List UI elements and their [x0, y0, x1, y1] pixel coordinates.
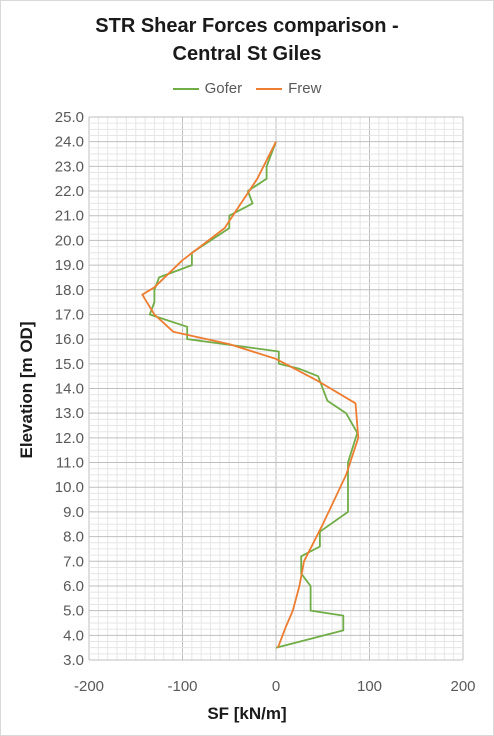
y-tick-label: 19.0 — [55, 257, 84, 274]
y-tick-label: 16.0 — [55, 331, 84, 348]
y-tick-label: 24.0 — [55, 134, 84, 151]
chart-legend: Gofer Frew — [0, 80, 494, 97]
y-tick-label: 23.0 — [55, 158, 84, 175]
legend-item-frew: Frew — [256, 80, 321, 97]
x-tick-label: 200 — [450, 678, 475, 695]
y-tick-label: 17.0 — [55, 306, 84, 323]
y-tick-label: 11.0 — [56, 455, 84, 472]
y-tick-label: 5.0 — [63, 603, 84, 620]
chart-title-line-1: STR Shear Forces comparison - — [95, 15, 399, 37]
x-tick-label: -200 — [74, 678, 104, 695]
y-tick-label: 13.0 — [55, 405, 84, 422]
y-tick-label: 25.0 — [55, 109, 84, 126]
y-tick-label: 7.0 — [63, 553, 84, 570]
chart-title: STR Shear Forces comparison - Central St… — [0, 12, 494, 68]
y-tick-label: 22.0 — [55, 183, 84, 200]
x-tick-label: 0 — [272, 678, 280, 695]
y-tick-label: 4.0 — [63, 627, 84, 644]
legend-label-frew: Frew — [288, 80, 322, 97]
y-tick-label: 3.0 — [63, 652, 84, 669]
legend-item-gofer: Gofer — [172, 80, 243, 97]
y-tick-label: 9.0 — [63, 504, 84, 521]
y-tick-label: 6.0 — [63, 578, 84, 595]
legend-label-gofer: Gofer — [204, 80, 243, 97]
y-tick-label: 21.0 — [55, 208, 84, 225]
x-tick-label: 100 — [357, 678, 382, 695]
legend-swatch-frew — [256, 87, 283, 90]
y-tick-label: 12.0 — [55, 430, 84, 447]
y-tick-label: 20.0 — [55, 232, 84, 249]
chart-title-line-2: Central St Giles — [172, 43, 322, 65]
series-line-frew — [141, 141, 360, 649]
x-tick-label: -100 — [167, 678, 197, 695]
y-tick-label: 15.0 — [55, 356, 84, 373]
x-axis-label: SF [kN/m] — [207, 704, 287, 723]
y-axis-label: Elevation [m OD] — [17, 321, 36, 459]
y-tick-label: 14.0 — [55, 381, 84, 398]
y-tick-label: 8.0 — [63, 529, 84, 546]
legend-swatch-gofer — [172, 87, 199, 90]
y-tick-label: 10.0 — [55, 479, 84, 496]
y-tick-label: 18.0 — [55, 282, 84, 299]
